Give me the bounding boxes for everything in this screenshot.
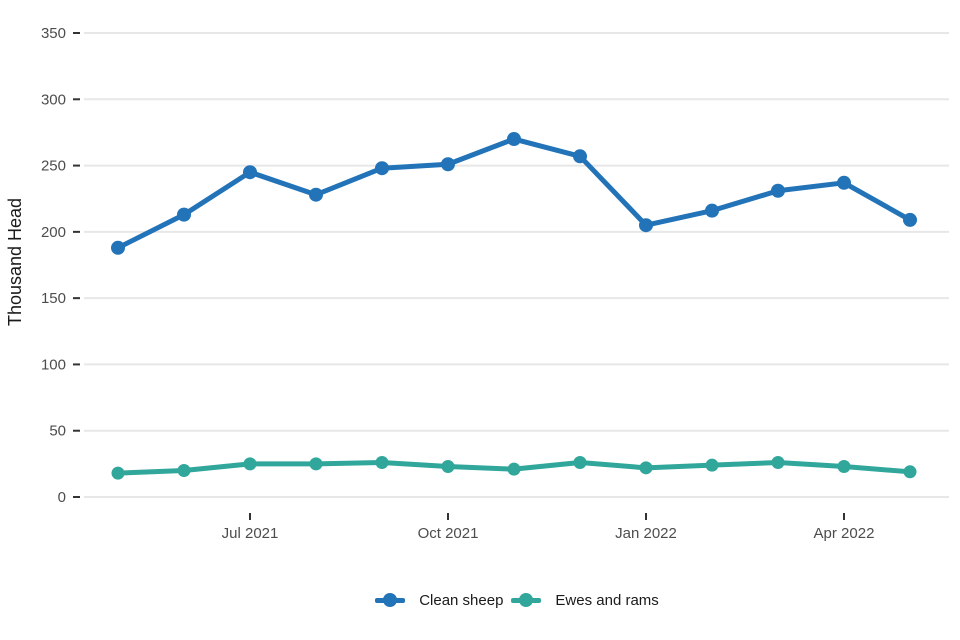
ewes-and-rams-point	[111, 466, 125, 480]
clean-sheep-point	[243, 165, 257, 180]
y-tick-label: 200	[41, 224, 66, 241]
ewes-and-rams-point	[705, 458, 719, 472]
clean-sheep-point	[837, 175, 851, 190]
plot-area: 0 50 100 150 200 250 300 350 Jul 2021 Oct 2021 Jan…	[5, 25, 949, 542]
x-tick-label: Jan 2022	[615, 525, 677, 542]
clean-sheep-point	[903, 212, 917, 227]
clean-sheep-point	[111, 240, 125, 255]
clean-sheep-point	[507, 132, 521, 147]
ewes-and-rams-point	[309, 457, 323, 471]
y-tick-label: 50	[49, 423, 66, 440]
ewes-and-rams-point	[573, 456, 587, 470]
clean-sheep-point	[639, 218, 653, 233]
x-tick-label: Jul 2021	[222, 525, 279, 542]
clean-sheep-point	[375, 161, 389, 176]
clean-sheep-point	[177, 207, 191, 222]
y-tick-label: 350	[41, 25, 66, 42]
axis-ticks	[73, 32, 845, 520]
ewes-and-rams-point	[177, 463, 191, 477]
clean-sheep-point	[309, 187, 323, 202]
clean-sheep-point	[573, 149, 587, 164]
ewes-and-rams-point	[903, 465, 917, 479]
ewes-and-rams-point	[837, 460, 851, 474]
ewes-and-rams-point	[441, 460, 455, 474]
y-tick-label: 250	[41, 158, 66, 175]
clean-sheep-marker-icon	[375, 593, 406, 607]
y-tick-label: 100	[41, 356, 66, 373]
gridlines	[84, 32, 949, 498]
ewes-and-rams-point	[771, 456, 785, 470]
y-tick-label: 150	[41, 290, 66, 307]
legend-item-ewes-and-rams: Ewes and rams	[511, 591, 659, 609]
ewes-and-rams-point	[507, 462, 521, 476]
ewes-and-rams-point	[639, 461, 653, 475]
ewes-and-rams-point	[243, 457, 257, 471]
axis-tick-labels: 0 50 100 150 200 250 300 350 Jul 2021 Oct 2021 Jan…	[41, 25, 874, 542]
clean-sheep-point	[705, 203, 719, 218]
legend-item-clean-sheep: Clean sheep	[375, 592, 503, 609]
legend: Clean sheep Ewes and rams	[84, 586, 950, 614]
clean-sheep-point	[441, 157, 455, 172]
ewes-and-rams-point	[375, 456, 389, 470]
ewes-and-rams-marker-icon	[511, 593, 542, 607]
x-tick-label: Oct 2021	[418, 525, 479, 542]
legend-label-clean-sheep: Clean sheep	[419, 591, 504, 609]
y-tick-label: 0	[58, 489, 66, 506]
data-series	[111, 132, 917, 480]
x-tick-label: Apr 2022	[814, 525, 875, 542]
y-axis-title: Thousand Head	[5, 198, 25, 326]
clean-sheep-point	[771, 183, 785, 198]
legend-label-ewes-and-rams: Ewes and rams	[555, 591, 659, 609]
y-tick-label: 300	[41, 91, 66, 108]
